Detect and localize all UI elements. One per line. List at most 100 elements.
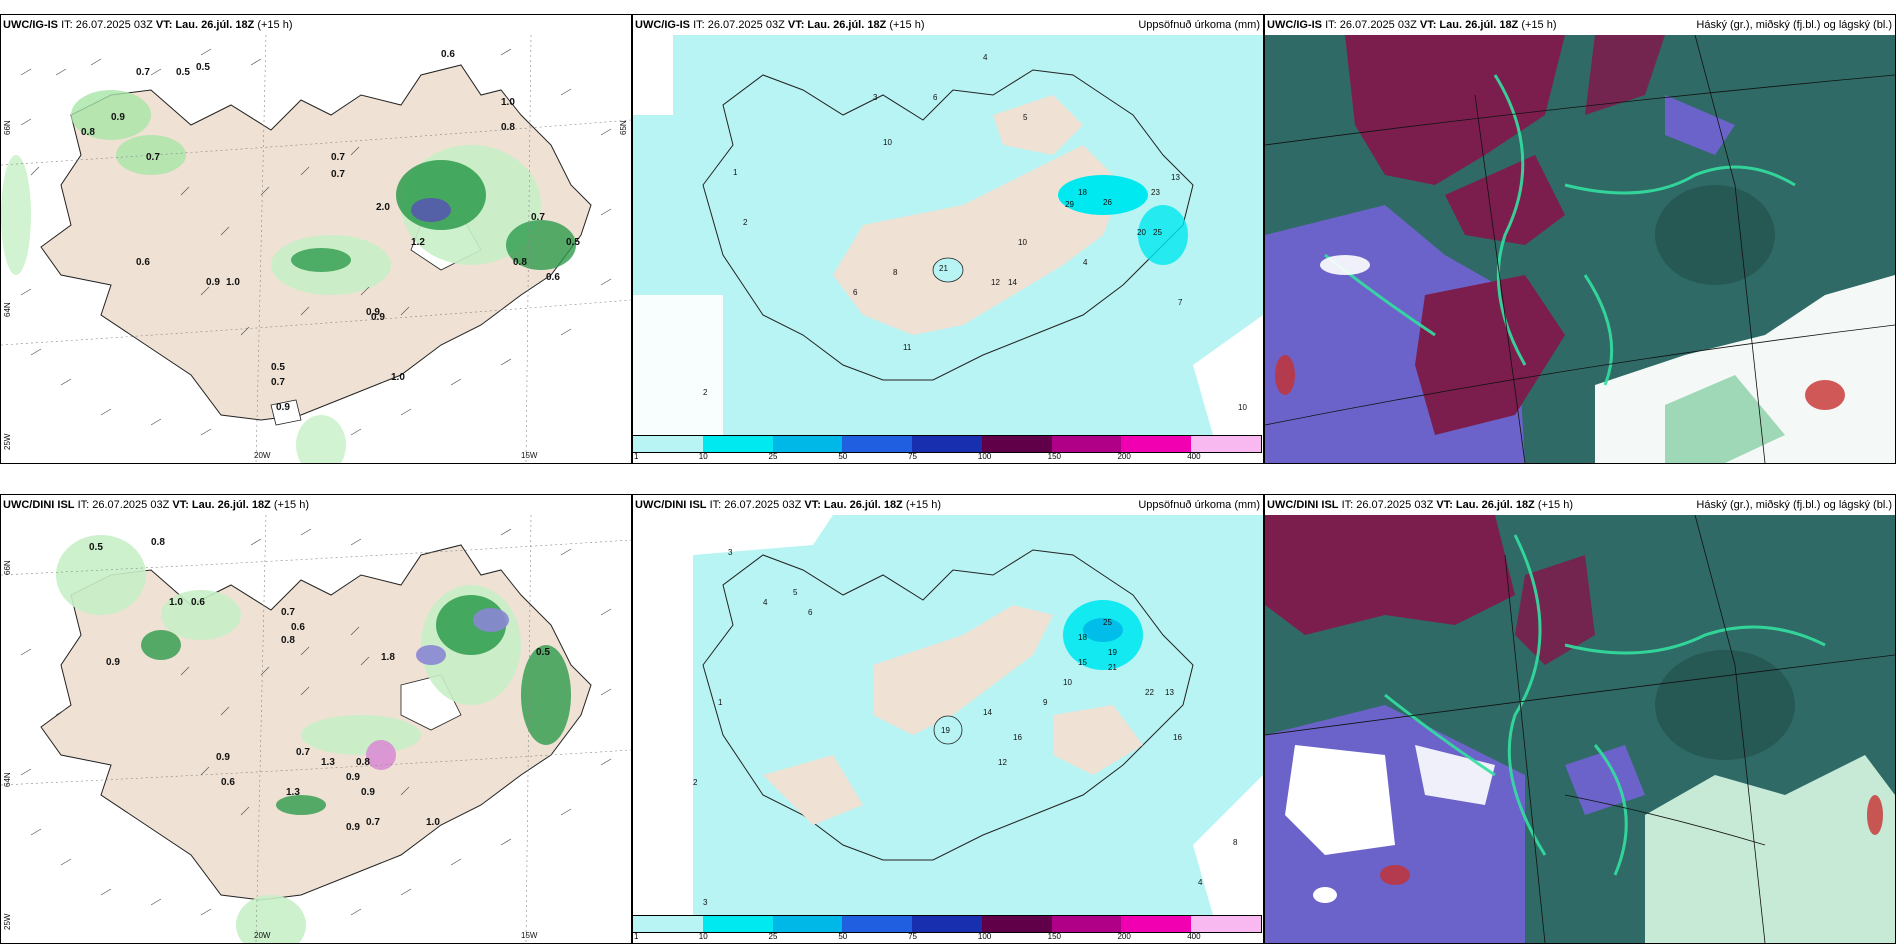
svg-text:8: 8 [1233, 838, 1238, 847]
forecast-step: (+15 h) [905, 499, 942, 511]
svg-text:0.6: 0.6 [191, 597, 205, 608]
panel-header: UWC/IG-IS IT: 26.07.2025 03Z VT: Lau. 26… [1, 15, 631, 35]
field-title: Háský (gr.), miðský (fj.bl.) og lágský (… [1696, 19, 1892, 31]
svg-text:21: 21 [939, 264, 948, 273]
field-title: Uppsöfnuð úrkoma (mm) [1138, 499, 1260, 511]
model-name: UWC/IG-IS [1267, 19, 1322, 31]
lat-label: 64N [3, 302, 12, 317]
colorbar-swatch [842, 435, 914, 453]
svg-text:0.8: 0.8 [81, 127, 95, 138]
svg-text:12: 12 [991, 278, 1000, 287]
svg-text:8: 8 [893, 268, 898, 277]
colorbar-swatch [981, 435, 1053, 453]
svg-text:25: 25 [1153, 228, 1162, 237]
colorbar-swatch [1191, 915, 1262, 933]
valid-label: VT: [155, 19, 173, 31]
forecast-step: (+15 h) [1537, 499, 1574, 511]
colorbar-swatch [1121, 915, 1193, 933]
field-title: Uppsöfnuð úrkoma (mm) [1138, 19, 1260, 31]
valid-time: Lau. 26.júl. 18Z [1439, 19, 1519, 31]
panel-header: UWC/DINI ISL IT: 26.07.2025 03Z VT: Lau.… [1, 495, 631, 515]
svg-text:16: 16 [1013, 733, 1022, 742]
wind-precip-panel-bottom: UWC/DINI ISL IT: 26.07.2025 03Z VT: Lau.… [0, 494, 632, 944]
colorbar-swatch [1051, 435, 1123, 453]
svg-text:0.5: 0.5 [89, 542, 103, 553]
svg-text:29: 29 [1065, 200, 1074, 209]
svg-text:10: 10 [1238, 403, 1247, 412]
valid-time: Lau. 26.júl. 18Z [175, 19, 255, 31]
model-name: UWC/IG-IS [3, 19, 58, 31]
cloud-cover-map[interactable] [1265, 35, 1895, 463]
panel-header: UWC/IG-IS IT: 26.07.2025 03Z VT: Lau. 26… [1265, 15, 1895, 35]
svg-text:0.9: 0.9 [366, 307, 380, 318]
panel-header: UWC/DINI ISL IT: 26.07.2025 03Z VT: Lau.… [1265, 495, 1895, 515]
svg-text:1.3: 1.3 [286, 787, 300, 798]
svg-text:10: 10 [1063, 678, 1072, 687]
precip-values-bottom: 0.5 0.8 1.0 0.6 0.9 0.7 0.6 0.8 1.8 0.9 … [89, 537, 550, 833]
map-canvas [1265, 515, 1895, 943]
svg-text:13: 13 [1165, 688, 1174, 697]
model-name: UWC/DINI ISL [3, 499, 75, 511]
valid-label: VT: [172, 499, 189, 511]
svg-text:1.3: 1.3 [321, 757, 335, 768]
svg-text:0.5: 0.5 [271, 362, 285, 373]
svg-text:6: 6 [808, 608, 813, 617]
wind-precip-map[interactable]: 0.5 0.8 1.0 0.6 0.9 0.7 0.6 0.8 1.8 0.9 … [1, 515, 631, 943]
cloud-cover-map[interactable] [1265, 515, 1895, 943]
wind-precip-map[interactable]: 0.5 0.7 0.5 0.6 0.7 0.7 1.0 0.8 0.9 0.8 … [1, 35, 631, 463]
colorbar-swatch [633, 915, 704, 933]
svg-text:4: 4 [763, 598, 768, 607]
svg-text:12: 12 [998, 758, 1007, 767]
svg-text:1.2: 1.2 [411, 237, 425, 248]
svg-text:11: 11 [903, 343, 912, 352]
svg-text:0.7: 0.7 [146, 152, 160, 163]
colorbar-tick: 10 [698, 932, 708, 941]
svg-text:0.7: 0.7 [136, 67, 150, 78]
valid-time: Lau. 26.júl. 18Z [823, 499, 903, 511]
svg-text:2.0: 2.0 [376, 202, 390, 213]
map-canvas: 3 2 4 5 6 1 19 14 16 12 15 18 25 19 21 2… [633, 515, 1263, 915]
svg-text:10: 10 [883, 138, 892, 147]
panel-header: UWC/DINI ISL IT: 26.07.2025 03Z VT: Lau.… [633, 495, 1263, 515]
precip-colorbar: 1 10 25 50 75 100 150 200 400 [633, 435, 1263, 463]
colorbar-tick: 1 [634, 932, 639, 941]
svg-text:14: 14 [983, 708, 992, 717]
svg-text:0.5: 0.5 [536, 647, 550, 658]
svg-text:0.7: 0.7 [331, 152, 345, 163]
svg-text:0.9: 0.9 [371, 312, 385, 323]
accum-precip-map[interactable]: 3 2 4 5 6 1 19 14 16 12 15 18 25 19 21 2… [633, 515, 1263, 915]
svg-text:0.6: 0.6 [546, 272, 560, 283]
svg-text:0.9: 0.9 [216, 752, 230, 763]
lon-label: 25W [3, 913, 12, 930]
colorbar-swatch [1191, 435, 1262, 453]
colorbar-tick: 400 [1187, 932, 1201, 941]
svg-text:0.8: 0.8 [501, 122, 515, 133]
accum-values-bottom: 3 2 4 5 6 1 19 14 16 12 15 18 25 19 21 2… [693, 548, 1238, 907]
svg-text:22: 22 [1145, 688, 1154, 697]
init-time: IT: 26.07.2025 03Z [709, 499, 802, 511]
svg-text:10: 10 [1018, 238, 1027, 247]
valid-label: VT: [1419, 19, 1437, 31]
colorbar-swatch [842, 915, 914, 933]
svg-text:0.5: 0.5 [196, 62, 210, 73]
svg-text:0.6: 0.6 [221, 777, 235, 788]
model-name: UWC/DINI ISL [1267, 499, 1339, 511]
lat-label: 66N [3, 120, 12, 135]
lon-label: 15W [521, 931, 538, 940]
colorbar-tick: 50 [838, 452, 848, 461]
svg-text:2: 2 [693, 778, 698, 787]
cloud-cover-panel-top: UWC/IG-IS IT: 26.07.2025 03Z VT: Lau. 26… [1264, 14, 1896, 464]
lon-label: 15W [521, 451, 538, 460]
lat-label: 66N [3, 560, 12, 575]
init-time: IT: 26.07.2025 03Z [693, 19, 785, 31]
svg-text:4: 4 [983, 53, 988, 62]
svg-text:1.0: 1.0 [169, 597, 183, 608]
svg-text:4: 4 [1083, 258, 1088, 267]
svg-text:2: 2 [743, 218, 748, 227]
map-canvas [1265, 35, 1895, 463]
svg-text:0.9: 0.9 [276, 402, 290, 413]
svg-text:26: 26 [1103, 198, 1112, 207]
svg-text:18: 18 [1078, 188, 1087, 197]
accum-precip-map[interactable]: 4 3 6 5 2 1 10 8 6 21 12 14 18 29 26 23 … [633, 35, 1263, 435]
colorbar-swatch [912, 915, 983, 933]
